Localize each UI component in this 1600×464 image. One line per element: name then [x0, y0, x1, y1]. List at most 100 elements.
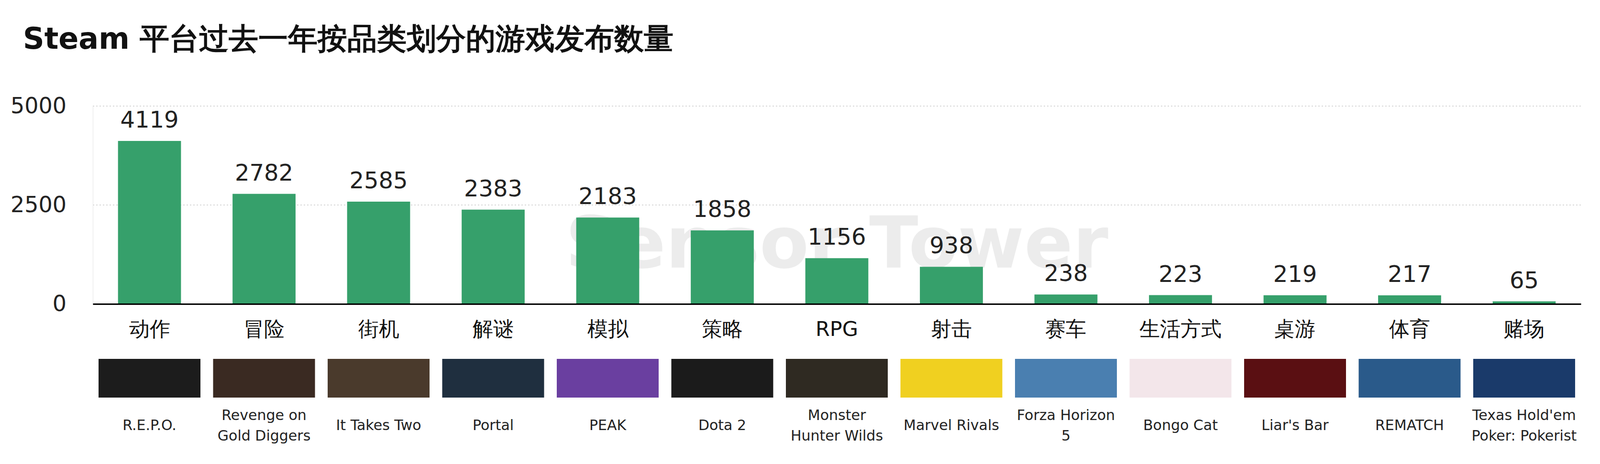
x-tick: 体育 [1389, 304, 1431, 342]
game-name-line: Gold Diggers [217, 427, 311, 445]
data-label: 1156 [807, 223, 866, 251]
category-label: RPG [815, 317, 859, 342]
game-name-line: PEAK [589, 417, 628, 434]
game-thumbnail [671, 359, 774, 398]
game-thumbnail [1244, 359, 1347, 398]
game-name-line: REMATCH [1375, 417, 1445, 434]
game-thumbnail [98, 359, 201, 398]
data-label: 938 [929, 231, 974, 259]
bar [232, 194, 296, 305]
title: Steam 平台过去一年按品类划分的游戏发布数量 [22, 21, 674, 56]
data-label: 219 [1273, 260, 1318, 288]
grid-line [92, 303, 1581, 305]
bar [1378, 295, 1442, 305]
data-label: 65 [1509, 266, 1539, 294]
bar [1148, 295, 1213, 305]
x-tick: 赌场 [1503, 304, 1545, 342]
category-label: 策略 [701, 317, 743, 342]
game-thumbnail [442, 359, 545, 398]
x-tick: 射击 [930, 304, 972, 342]
category-label: 街机 [358, 317, 400, 342]
category-label: 桌游 [1274, 317, 1316, 342]
game-name-line: Poker: Pokerist [1471, 427, 1578, 445]
category-label: 赛车 [1045, 317, 1087, 342]
game-name-line: Bongo Cat [1143, 417, 1218, 434]
category-label: 模拟 [587, 317, 629, 342]
bar [347, 201, 411, 305]
category-label: 射击 [930, 317, 972, 342]
category-label: 赌场 [1503, 317, 1545, 342]
data-label: 217 [1387, 260, 1432, 288]
game-thumbnail [1358, 359, 1461, 398]
y-axis-line [92, 106, 94, 305]
game-names: R.E.P.O. Revenge onGold Diggers It Takes T… [122, 407, 1577, 445]
game-name: REMATCH [1375, 417, 1445, 434]
game-name: Forza Horizon 5 [1016, 407, 1115, 445]
data-label: 223 [1158, 260, 1203, 288]
game-name-line: Marvel Rivals [903, 417, 1000, 434]
bar [919, 266, 983, 305]
bar [118, 141, 182, 305]
game-name: Revenge onGold Diggers [217, 407, 311, 445]
x-tick: RPG [815, 304, 859, 342]
data-label: 4119 [120, 106, 179, 133]
x-tick: 赛车 [1045, 304, 1087, 342]
category-label: 体育 [1389, 317, 1431, 342]
data-label: 2183 [578, 182, 637, 210]
game-name-line: 5 [1061, 427, 1071, 445]
y-tick-label: 0 [52, 290, 67, 317]
category-label: 解谜 [472, 317, 514, 342]
x-tick: 冒险 [243, 304, 285, 342]
category-label: 冒险 [243, 317, 285, 342]
grid [92, 106, 1581, 305]
thumbnails [98, 359, 1576, 398]
game-name-line: Monster [807, 407, 867, 424]
x-axis: 动作 冒险 街机 解谜 模拟 策略 RPG 射击 赛车 生活方式 桌游 体育 赌场 [93, 304, 1582, 342]
bar [461, 209, 525, 305]
y-tick: 2500 [10, 191, 93, 218]
y-axis: 0 2500 5000 [10, 92, 94, 317]
game-name: R.E.P.O. [122, 417, 177, 434]
grid-line [92, 204, 1581, 206]
y-tick-label: 2500 [10, 191, 67, 218]
game-name: Liar's Bar [1261, 417, 1329, 434]
game-name: Monster Hunter Wilds [790, 407, 883, 445]
game-name-line: Portal [472, 417, 514, 434]
game-name: Dota 2 [698, 417, 747, 434]
game-thumbnail [556, 359, 659, 398]
game-name-line: It Takes Two [335, 417, 421, 434]
game-name-line: Hunter Wilds [790, 427, 883, 445]
game-thumbnail [1129, 359, 1232, 398]
data-label: 2383 [463, 175, 523, 202]
game-name: Texas Hold'emPoker: Pokerist [1471, 407, 1578, 445]
game-name: Portal [472, 417, 514, 434]
x-axis-line [93, 303, 1582, 306]
game-name: Bongo Cat [1143, 417, 1218, 434]
bar [690, 230, 754, 305]
x-tick: 动作 [129, 304, 171, 342]
game-name-line: R.E.P.O. [122, 417, 177, 434]
x-tick: 解谜 [472, 304, 514, 342]
bar [1034, 294, 1098, 305]
x-tick: 街机 [358, 304, 400, 342]
bar [805, 258, 869, 305]
y-tick-label: 5000 [10, 92, 67, 119]
game-thumbnail [327, 359, 430, 398]
bars [118, 141, 1556, 305]
bar [1263, 295, 1327, 305]
x-tick: 生活方式 [1139, 304, 1222, 342]
grid-line [92, 105, 1581, 107]
game-name-line: Forza Horizon [1016, 407, 1115, 424]
data-label: 238 [1044, 259, 1089, 287]
data-label: 1858 [693, 195, 752, 223]
game-name: It Takes Two [335, 417, 421, 434]
game-thumbnail [785, 359, 888, 398]
game-name-line: Liar's Bar [1261, 417, 1329, 434]
game-thumbnail [900, 359, 1003, 398]
game-name: Marvel Rivals [903, 417, 1000, 434]
game-thumbnail [1473, 359, 1576, 398]
chart: Sensor TowerSteam 平台过去一年按品类划分的游戏发布数量0250… [0, 0, 1600, 464]
y-tick: 5000 [10, 92, 93, 119]
data-label: 2782 [234, 159, 294, 187]
x-tick: 模拟 [587, 304, 629, 342]
